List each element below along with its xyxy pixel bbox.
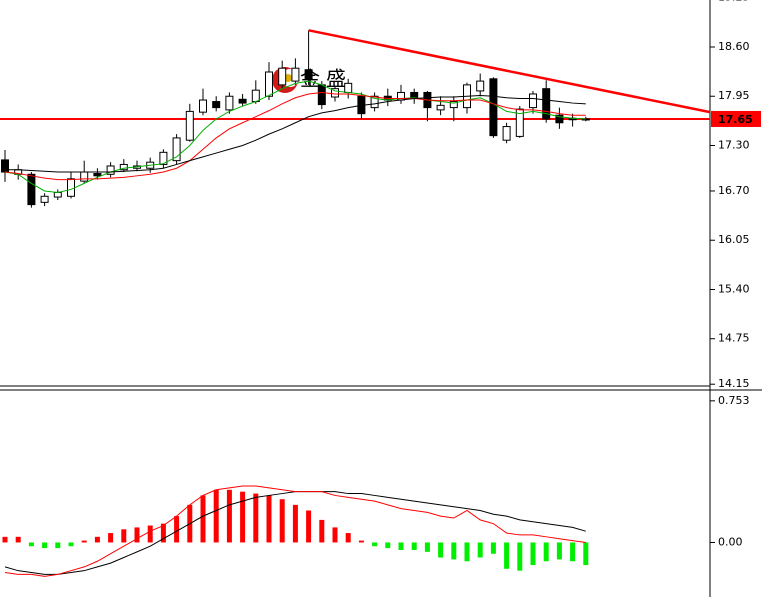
- candle-body: [529, 93, 537, 109]
- candle-body: [502, 126, 511, 141]
- histogram-bar: [411, 542, 417, 550]
- candle-body: [67, 178, 75, 197]
- candle-body: [53, 191, 62, 198]
- histogram-bar: [28, 542, 34, 547]
- y-tick-label: 0.00: [718, 535, 743, 548]
- y-tick-label: 15.40: [718, 282, 750, 295]
- candle-body: [251, 89, 260, 103]
- candle-body: [159, 151, 168, 165]
- candle-body: [410, 91, 419, 99]
- histogram-bar: [477, 542, 483, 558]
- histogram-bar: [451, 542, 457, 560]
- candle-body: [331, 88, 339, 98]
- candle-body: [172, 137, 181, 162]
- price-label-box: [711, 110, 761, 127]
- histogram-bar: [200, 495, 206, 543]
- histogram-bar: [213, 489, 219, 543]
- y-tick-label: 14.75: [718, 332, 750, 345]
- histogram-bar: [68, 542, 74, 547]
- histogram-bar: [517, 542, 523, 571]
- histogram-bar: [530, 542, 536, 566]
- histogram-bar: [134, 527, 140, 543]
- histogram-bar: [385, 542, 391, 549]
- y-tick-label: 19.25: [718, 0, 750, 4]
- candle-body: [476, 80, 485, 92]
- y-tick-label: 14.15: [718, 377, 750, 390]
- histogram-bar: [464, 542, 470, 562]
- histogram-bar: [2, 536, 8, 543]
- histogram-bar: [358, 540, 364, 543]
- candle-body: [436, 104, 445, 111]
- candle-body: [119, 163, 128, 171]
- candle-body: [40, 195, 49, 203]
- histogram-bar: [108, 533, 114, 543]
- y-tick-label: 0.753: [718, 394, 750, 407]
- macd-line: [4, 485, 586, 577]
- moving-average: [4, 91, 586, 181]
- histogram-bar: [372, 542, 378, 547]
- histogram-bar: [332, 527, 338, 543]
- histogram-bar: [490, 542, 496, 554]
- y-tick-label: 16.70: [718, 184, 750, 197]
- histogram-bar: [253, 493, 259, 543]
- y-tick-label: 18.60: [718, 40, 750, 53]
- candle-body: [370, 95, 379, 109]
- candle-body: [238, 98, 247, 104]
- histogram-bar: [94, 536, 100, 543]
- moving-average: [4, 80, 586, 193]
- moving-average: [5, 94, 586, 173]
- histogram-bar: [556, 542, 562, 560]
- candle-body: [542, 88, 551, 120]
- histogram-bar: [398, 542, 404, 550]
- candle-body: [199, 99, 207, 113]
- histogram-bar: [42, 542, 48, 549]
- histogram-bar: [438, 542, 444, 558]
- candle-body: [278, 67, 287, 86]
- candle-body: [80, 171, 89, 182]
- candle-body: [515, 108, 524, 137]
- histogram-bar: [160, 523, 166, 543]
- histogram-bar: [570, 542, 576, 562]
- y-tick-label: 16.05: [718, 233, 750, 246]
- y-tick-label: 17.95: [718, 89, 750, 102]
- candle-body: [27, 173, 36, 206]
- histogram-bar: [543, 542, 549, 562]
- candle-body: [489, 78, 498, 137]
- histogram-bar: [266, 495, 272, 543]
- histogram-bar: [55, 542, 61, 549]
- histogram-bar: [319, 519, 325, 543]
- candle-body: [185, 110, 194, 141]
- candle-body: [265, 71, 273, 97]
- histogram-bar: [121, 529, 127, 543]
- histogram-bar: [147, 525, 153, 543]
- candle-body: [106, 165, 115, 175]
- candle-body: [93, 173, 102, 177]
- price-panel: [0, 30, 710, 208]
- watermark: 金盛: [300, 67, 352, 91]
- histogram-bar: [279, 499, 285, 543]
- histogram-bar: [81, 540, 87, 543]
- candle-body: [225, 95, 234, 111]
- trend-line: [308, 29, 711, 114]
- y-tick-label: 17.30: [718, 139, 750, 152]
- histogram-bar: [15, 536, 21, 543]
- candle-body: [304, 69, 313, 81]
- price-label: 17.65: [718, 113, 753, 126]
- candle-body: [291, 67, 300, 82]
- histogram-bar: [240, 491, 246, 543]
- histogram-bar: [345, 533, 351, 543]
- candle-body: [555, 114, 564, 124]
- candle-body: [449, 101, 458, 109]
- histogram-bar: [306, 510, 312, 543]
- candle-body: [212, 101, 221, 109]
- histogram-bar: [226, 489, 232, 543]
- histogram-bar: [174, 516, 180, 543]
- histogram-bar: [504, 542, 510, 569]
- histogram-bar: [424, 542, 430, 552]
- histogram-bar: [292, 504, 298, 543]
- histogram-bar: [583, 542, 589, 566]
